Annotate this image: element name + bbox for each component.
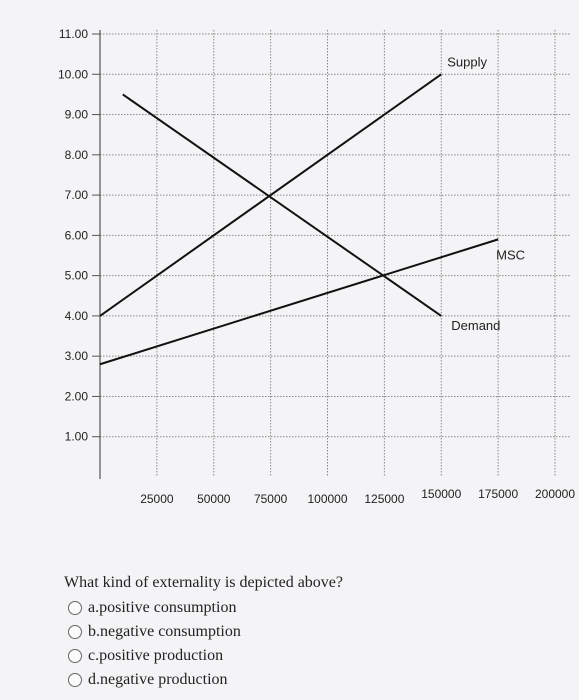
- series-label-msc: MSC: [496, 247, 525, 262]
- option-a-label: positive consumption: [99, 599, 237, 616]
- x-tick-label: 100000: [307, 492, 347, 506]
- option-c-label: positive production: [99, 647, 224, 664]
- option-b-letter: b.: [88, 623, 100, 640]
- y-tick-label: 7.00: [65, 188, 89, 202]
- externality-chart: 1.00 2.00 3.00 4.00 5.00 6.00 7.00 8.00 9.00 10.0…: [58, 27, 575, 506]
- option-c-letter: c.: [88, 647, 100, 664]
- y-tick-label: 1.00: [65, 430, 89, 444]
- y-tick-label: 3.00: [65, 349, 89, 363]
- y-tick-label: 10.00: [58, 67, 88, 81]
- y-tick-label: 6.00: [65, 228, 89, 242]
- series-line-demand: [122, 93, 442, 317]
- y-tick-label: 9.00: [65, 108, 89, 122]
- series-label-supply: Supply: [447, 54, 487, 69]
- y-tick-label: 5.00: [65, 269, 89, 283]
- chart-axes: [92, 30, 101, 479]
- option-b-label: negative consumption: [100, 623, 241, 640]
- option-a[interactable]: a. positive consumption: [68, 596, 241, 620]
- option-d-label: negative production: [100, 671, 228, 688]
- y-tick-label: 2.00: [65, 389, 89, 403]
- chart-grid: [100, 30, 570, 477]
- series-labels: Supply Demand MSC: [447, 54, 525, 333]
- option-a-letter: a.: [88, 599, 100, 616]
- x-tick-label: 125000: [364, 492, 404, 506]
- x-tick-label: 75000: [254, 492, 288, 506]
- option-d[interactable]: d. negative production: [68, 668, 241, 692]
- series-lines: [99, 73, 499, 366]
- y-tick-label: 8.00: [65, 148, 89, 162]
- series-line-supply: [99, 73, 442, 317]
- series-label-demand: Demand: [451, 318, 500, 333]
- x-tick-label: 200000: [535, 487, 575, 501]
- radio-button-d[interactable]: [68, 673, 82, 687]
- radio-button-a[interactable]: [68, 601, 82, 615]
- x-tick-label: 175000: [478, 487, 518, 501]
- x-axis-tick-labels: 25000 50000 75000 100000 125000 150000 175000 2…: [140, 487, 575, 506]
- x-tick-label: 150000: [421, 487, 461, 501]
- option-d-letter: d.: [88, 671, 100, 688]
- answer-options: a. positive consumption b. negative cons…: [68, 596, 241, 692]
- question-text: What kind of externality is depicted abo…: [64, 574, 344, 591]
- option-c[interactable]: c. positive production: [68, 644, 241, 668]
- y-axis-tick-labels: 1.00 2.00 3.00 4.00 5.00 6.00 7.00 8.00 9.00 10.0…: [58, 27, 88, 444]
- y-tick-label: 4.00: [65, 309, 89, 323]
- series-line-msc: [99, 238, 499, 366]
- radio-button-c[interactable]: [68, 649, 82, 663]
- x-tick-label: 50000: [197, 492, 231, 506]
- x-tick-label: 25000: [140, 492, 174, 506]
- y-tick-label: 11.00: [59, 27, 88, 41]
- radio-button-b[interactable]: [68, 625, 82, 639]
- option-b[interactable]: b. negative consumption: [68, 620, 241, 644]
